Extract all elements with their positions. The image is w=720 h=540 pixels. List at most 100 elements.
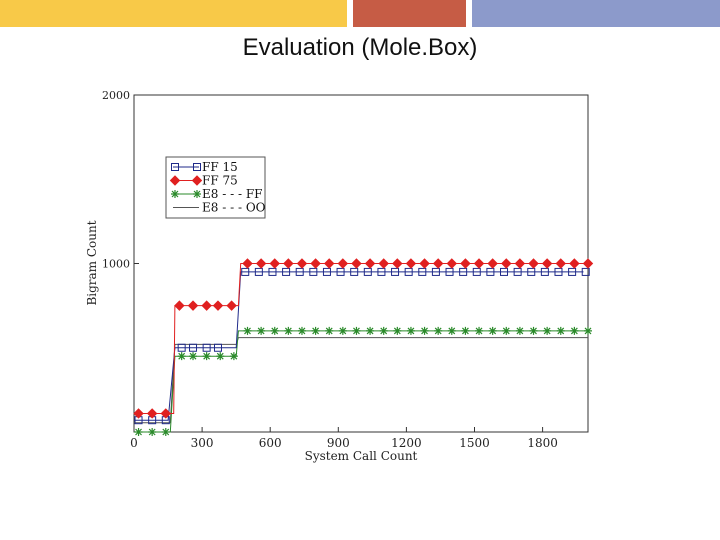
data-point: [284, 326, 293, 335]
data-point: [529, 326, 538, 335]
data-point: [377, 267, 386, 276]
data-point: [161, 428, 170, 436]
data-point: [296, 258, 308, 269]
data-point: [350, 267, 359, 276]
data-point: [445, 267, 454, 276]
data-point: [378, 258, 389, 269]
x-tick-label: 1500: [459, 436, 490, 450]
data-point: [364, 258, 376, 269]
slide-title: Evaluation (Mole.Box): [242, 34, 478, 61]
data-point: [254, 267, 263, 276]
data-point: [270, 326, 279, 335]
data-point: [216, 352, 225, 361]
data-point: [555, 258, 566, 269]
data-point: [212, 300, 224, 311]
data-point: [243, 326, 252, 335]
data-point: [527, 267, 536, 276]
data-point: [541, 258, 553, 269]
data-point: [177, 343, 186, 352]
series-e8-ff: [134, 326, 592, 436]
x-tick-label: 1200: [391, 436, 422, 450]
data-point: [447, 326, 456, 335]
data-point: [213, 343, 222, 352]
data-point: [501, 258, 512, 269]
data-point: [393, 326, 402, 335]
data-point: [500, 267, 509, 276]
data-point: [366, 326, 375, 335]
data-point: [241, 267, 250, 276]
data-point: [148, 428, 157, 436]
data-point: [543, 326, 552, 335]
data-point: [554, 267, 563, 276]
series-e8-oo: [134, 337, 588, 424]
legend-entry-label: E8 - - - OO: [202, 201, 266, 215]
data-point: [540, 267, 549, 276]
accent-bar-red: [353, 0, 466, 27]
data-point: [569, 258, 580, 269]
data-point: [257, 326, 266, 335]
data-point: [391, 267, 400, 276]
data-point: [322, 267, 331, 276]
accent-bar-blue: [472, 0, 720, 27]
data-point: [363, 267, 372, 276]
series-line: [134, 271, 584, 421]
data-point: [283, 258, 294, 269]
x-tick-label: 600: [259, 436, 282, 450]
data-point: [310, 258, 321, 269]
data-point: [528, 258, 539, 269]
data-point: [404, 267, 413, 276]
data-point: [295, 267, 304, 276]
data-point: [187, 300, 199, 311]
series-line: [134, 330, 588, 433]
legend-entry-label: FF 15: [202, 160, 238, 174]
data-point: [556, 326, 565, 335]
legend-marker: [169, 175, 181, 186]
legend-marker: [191, 175, 203, 186]
data-point: [174, 300, 185, 311]
legend-entry-label: E8 - - - FF: [202, 187, 262, 201]
data-point: [406, 326, 415, 335]
data-point: [515, 326, 524, 335]
legend-entry-label: FF 75: [202, 174, 238, 188]
data-point: [513, 267, 522, 276]
data-point: [434, 326, 443, 335]
data-point: [379, 326, 388, 335]
y-tick-label: 1000: [102, 258, 130, 271]
data-point: [282, 267, 291, 276]
data-point: [584, 326, 592, 335]
data-point: [446, 258, 458, 269]
y-tick-label: 2000: [102, 89, 130, 102]
legend-marker: [193, 163, 201, 171]
data-point: [325, 326, 334, 335]
x-axis-label: System Call Count: [305, 449, 418, 463]
data-point: [570, 326, 579, 335]
series-line: [134, 337, 588, 424]
data-point: [226, 300, 237, 311]
data-point: [146, 408, 158, 419]
data-point: [582, 258, 594, 269]
data-point: [502, 326, 511, 335]
legend-marker: [171, 190, 179, 198]
data-point: [392, 258, 403, 269]
data-point: [459, 267, 468, 276]
x-tick-label: 0: [130, 436, 138, 450]
data-point: [352, 326, 361, 335]
data-point: [336, 267, 345, 276]
data-point: [269, 258, 280, 269]
legend-marker: [171, 163, 179, 171]
data-point: [581, 267, 590, 276]
data-point: [268, 267, 277, 276]
accent-bar-yellow: [0, 0, 347, 27]
data-point: [351, 258, 362, 269]
data-point: [189, 343, 198, 352]
data-point: [189, 352, 198, 361]
data-point: [337, 258, 349, 269]
data-point: [432, 258, 444, 269]
axis-ticks: 0 300 600 900 1200 1500 1800 1000 2000: [102, 89, 558, 450]
data-point: [242, 258, 253, 269]
data-point: [133, 408, 144, 419]
data-point: [568, 267, 577, 276]
data-point: [311, 326, 320, 335]
x-tick-label: 900: [327, 436, 350, 450]
